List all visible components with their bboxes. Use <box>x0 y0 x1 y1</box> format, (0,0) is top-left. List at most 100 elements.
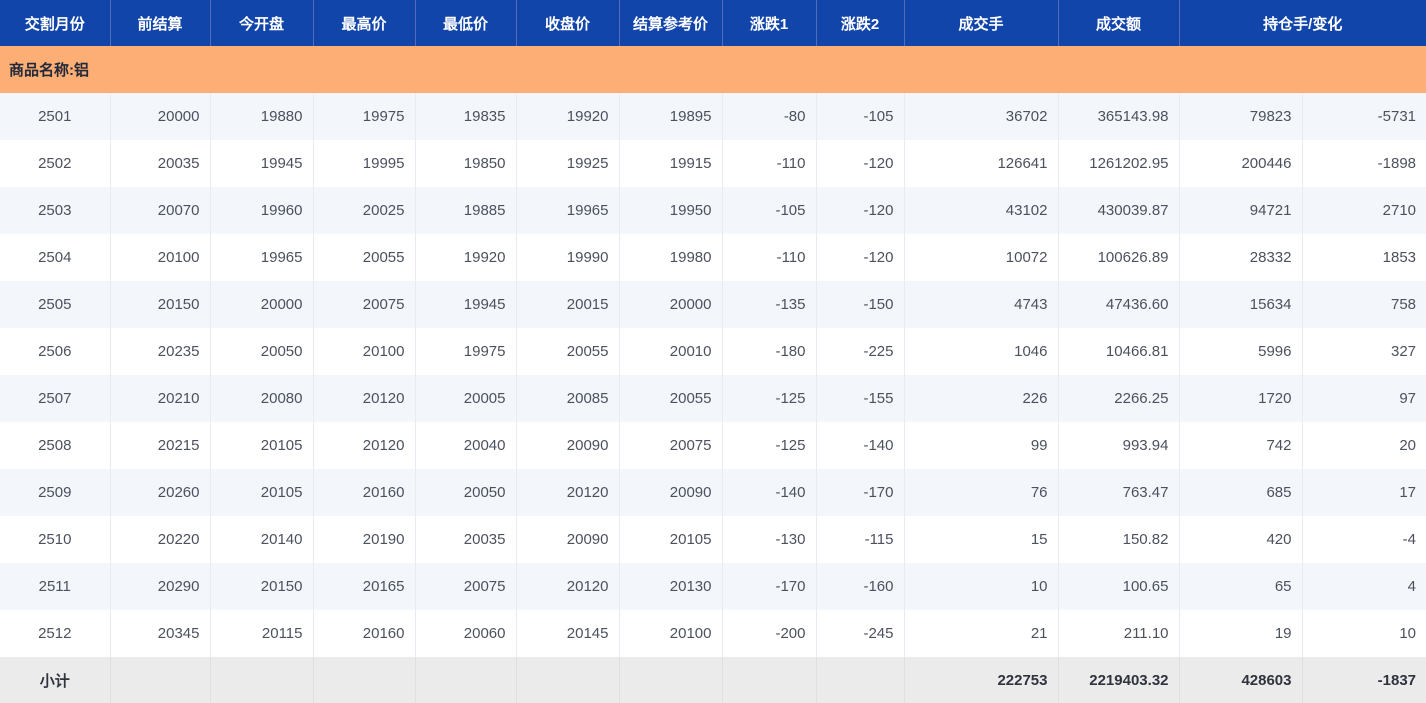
table-row: 2511 20290 20150 20165 20075 20120 20130 -170 -1… <box>0 563 1426 610</box>
cell-value: 19975 <box>414 328 516 375</box>
cell-value: 20290 <box>109 563 210 610</box>
table-row: 2510 20220 20140 20190 20035 20090 20105 -130 -1… <box>0 516 1426 563</box>
cell-value: 19965 <box>209 234 313 281</box>
cell-delivery-month: 2506 <box>0 328 110 375</box>
cell-value: 20090 <box>515 422 619 469</box>
column-header: 前结算 <box>109 0 210 46</box>
cell-value: 20120 <box>312 375 415 422</box>
cell-value: -170 <box>815 469 904 516</box>
cell-value: 2266.25 <box>1057 375 1179 422</box>
cell-value: 1261202.95 <box>1057 140 1179 187</box>
cell-value: 20100 <box>618 610 722 657</box>
cell-value: 758 <box>1301 281 1426 328</box>
cell-value: 327 <box>1301 328 1426 375</box>
table-row: 2502 20035 19945 19995 19850 19925 19915 -110 -1… <box>0 140 1426 187</box>
cell-value: 430039.87 <box>1057 187 1179 234</box>
cell-delivery-month: 2510 <box>0 516 110 563</box>
cell-value: 20005 <box>414 375 516 422</box>
table-body: 2501 20000 19880 19975 19835 19920 19895 -80 -10… <box>0 93 1426 657</box>
cell-value: 20060 <box>414 610 516 657</box>
table-row: 2505 20150 20000 20075 19945 20015 20000 -135 -1… <box>0 281 1426 328</box>
cell-value: 19885 <box>414 187 516 234</box>
cell-value: 211.10 <box>1057 610 1179 657</box>
subtotal-cell <box>414 657 516 703</box>
cell-value: -105 <box>815 93 904 140</box>
cell-value: 20100 <box>312 328 415 375</box>
cell-value: 742 <box>1178 422 1302 469</box>
cell-value: -120 <box>815 140 904 187</box>
subtotal-row: 小计 222753 2219403.32 428603 -1837 <box>0 657 1426 703</box>
cell-value: 94721 <box>1178 187 1302 234</box>
cell-value: -245 <box>815 610 904 657</box>
product-group-row: 商品名称:铝 <box>0 46 1426 93</box>
cell-value: 19995 <box>312 140 415 187</box>
column-header: 成交手 <box>903 0 1058 46</box>
cell-value: 20345 <box>109 610 210 657</box>
table-row: 2501 20000 19880 19975 19835 19920 19895 -80 -10… <box>0 93 1426 140</box>
column-header: 交割月份 <box>0 0 110 46</box>
cell-value: 19915 <box>618 140 722 187</box>
column-header: 最高价 <box>312 0 415 46</box>
cell-value: 993.94 <box>1057 422 1179 469</box>
cell-value: 20085 <box>515 375 619 422</box>
cell-value: 21 <box>903 610 1058 657</box>
cell-value: 19945 <box>209 140 313 187</box>
cell-delivery-month: 2511 <box>0 563 110 610</box>
cell-value: 5996 <box>1178 328 1302 375</box>
subtotal-label: 小计 <box>0 657 110 703</box>
cell-value: -200 <box>721 610 816 657</box>
cell-value: 20050 <box>414 469 516 516</box>
product-name-label: 商品名称:铝 <box>0 46 1426 93</box>
cell-value: 19920 <box>515 93 619 140</box>
cell-value: 20000 <box>209 281 313 328</box>
cell-value: 20105 <box>209 469 313 516</box>
cell-delivery-month: 2509 <box>0 469 110 516</box>
cell-delivery-month: 2505 <box>0 281 110 328</box>
cell-value: 763.47 <box>1057 469 1179 516</box>
column-header: 持仓手/变化 <box>1178 0 1426 46</box>
cell-value: 20210 <box>109 375 210 422</box>
cell-value: 20015 <box>515 281 619 328</box>
cell-value: -170 <box>721 563 816 610</box>
cell-value: 126641 <box>903 140 1058 187</box>
subtotal-cell <box>209 657 313 703</box>
cell-value: 19 <box>1178 610 1302 657</box>
table-row: 2508 20215 20105 20120 20040 20090 20075 -125 -1… <box>0 422 1426 469</box>
cell-value: 20115 <box>209 610 313 657</box>
column-header: 涨跌1 <box>721 0 816 46</box>
cell-value: -105 <box>721 187 816 234</box>
cell-value: 10 <box>903 563 1058 610</box>
cell-value: 20075 <box>414 563 516 610</box>
cell-value: 20140 <box>209 516 313 563</box>
cell-delivery-month: 2502 <box>0 140 110 187</box>
cell-value: -115 <box>815 516 904 563</box>
cell-value: 20120 <box>515 469 619 516</box>
subtotal-cell <box>618 657 722 703</box>
cell-value: 20105 <box>209 422 313 469</box>
cell-value: 20075 <box>618 422 722 469</box>
cell-value: 20035 <box>109 140 210 187</box>
cell-value: -155 <box>815 375 904 422</box>
cell-value: 20055 <box>312 234 415 281</box>
cell-value: -80 <box>721 93 816 140</box>
table-row: 2504 20100 19965 20055 19920 19990 19980 -110 -1… <box>0 234 1426 281</box>
cell-value: 20000 <box>109 93 210 140</box>
cell-delivery-month: 2512 <box>0 610 110 657</box>
cell-value: 20145 <box>515 610 619 657</box>
cell-value: 20025 <box>312 187 415 234</box>
cell-value: -125 <box>721 422 816 469</box>
cell-value: 20235 <box>109 328 210 375</box>
subtotal-cell <box>721 657 816 703</box>
cell-value: 20105 <box>618 516 722 563</box>
cell-value: 20215 <box>109 422 210 469</box>
cell-value: 20160 <box>312 469 415 516</box>
subtotal-cell: -1837 <box>1301 657 1426 703</box>
cell-value: -120 <box>815 187 904 234</box>
cell-value: 20120 <box>312 422 415 469</box>
cell-value: 20000 <box>618 281 722 328</box>
cell-value: 99 <box>903 422 1058 469</box>
cell-delivery-month: 2508 <box>0 422 110 469</box>
table-header-row: 交割月份 前结算 今开盘 最高价 最低价 收盘价 结算参考价 涨跌1 涨跌2 成交手 成交额 持仓手/… <box>0 0 1426 46</box>
cell-value: 20075 <box>312 281 415 328</box>
